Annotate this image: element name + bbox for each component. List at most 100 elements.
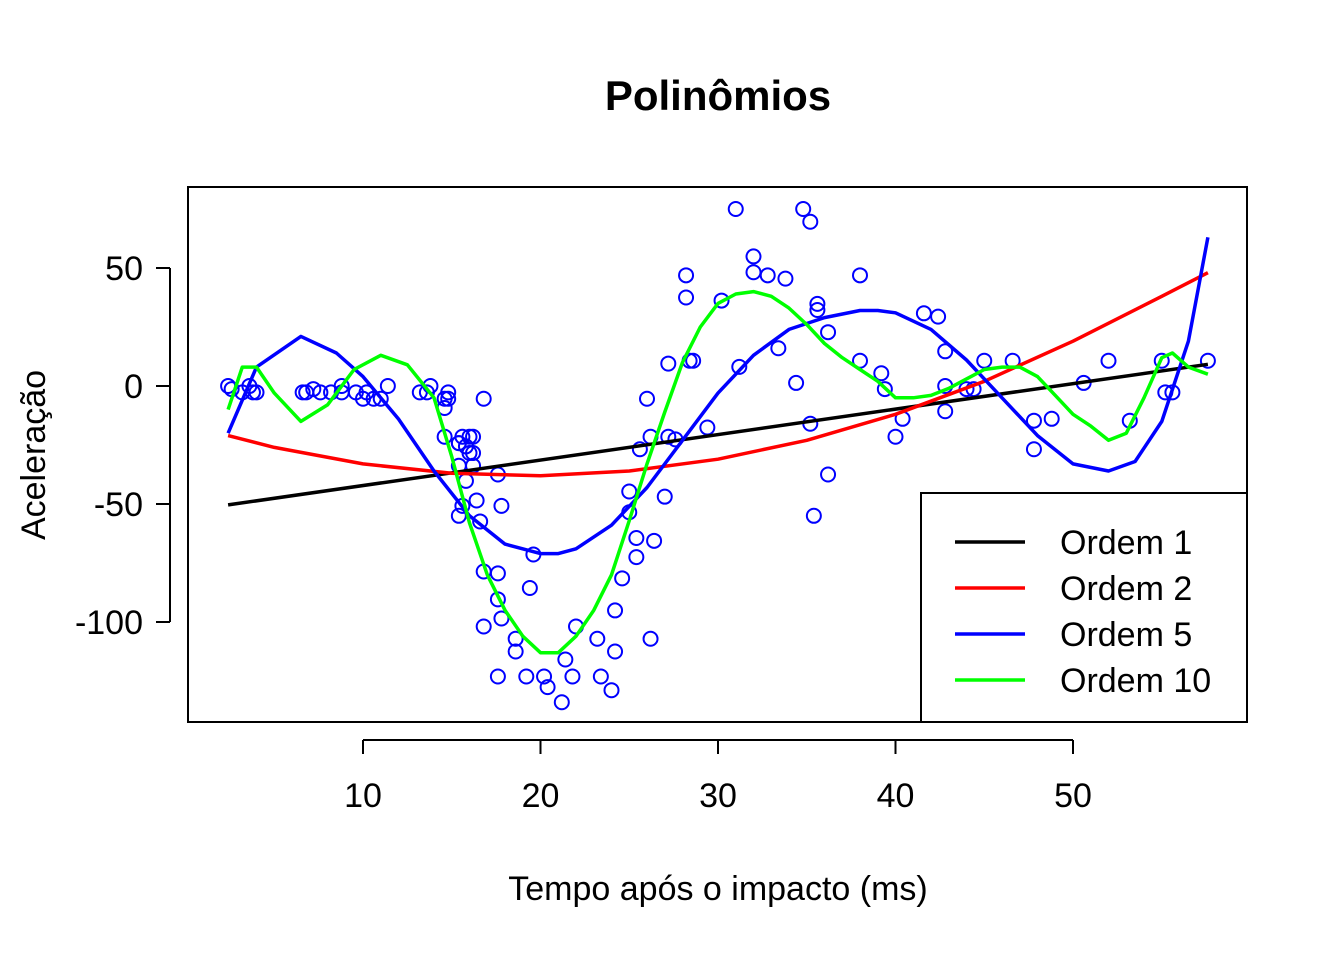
- data-point: [876, 381, 893, 398]
- data-point: [507, 630, 524, 647]
- series-line-3: [226, 236, 1210, 556]
- data-point: [607, 643, 624, 660]
- data-point: [745, 264, 762, 281]
- data-point: [465, 445, 482, 462]
- data-point: [852, 267, 868, 284]
- x-tick-label: 30: [699, 777, 737, 815]
- legend-box: [920, 492, 1248, 723]
- x-tick-label: 40: [877, 777, 915, 815]
- y-axis-label: Aceleração: [15, 370, 53, 540]
- data-point: [930, 308, 947, 325]
- data-point: [557, 651, 574, 668]
- y-tick-label: 50: [105, 250, 143, 288]
- data-point: [312, 384, 329, 401]
- data-point: [493, 497, 510, 514]
- data-point: [802, 213, 819, 230]
- data-point: [1153, 352, 1170, 369]
- y-tick-label: -50: [94, 486, 143, 524]
- legend-label: Ordem 1: [1060, 524, 1192, 562]
- data-point: [614, 570, 631, 587]
- legend-label: Ordem 10: [1060, 662, 1211, 700]
- data-point: [937, 343, 954, 360]
- data-point: [699, 419, 716, 436]
- data-point: [887, 428, 904, 445]
- data-point: [553, 694, 570, 711]
- data-point: [937, 403, 954, 420]
- x-tick-label: 50: [1054, 777, 1092, 815]
- data-point: [489, 668, 506, 685]
- data-point: [475, 390, 492, 407]
- data-point: [379, 378, 396, 394]
- data-point: [976, 352, 993, 369]
- data-point: [788, 374, 805, 391]
- data-point: [656, 488, 673, 505]
- data-point: [873, 365, 890, 382]
- data-point: [820, 466, 837, 483]
- data-point: [685, 352, 702, 369]
- data-point: [745, 248, 762, 265]
- data-point: [465, 428, 482, 445]
- series-line-4: [226, 289, 1209, 655]
- data-point: [915, 305, 932, 322]
- data-point: [820, 324, 837, 341]
- data-point: [639, 390, 655, 407]
- data-point: [333, 378, 350, 394]
- data-point: [713, 292, 730, 309]
- data-point: [372, 390, 389, 407]
- data-point: [678, 267, 695, 284]
- data-point: [1025, 441, 1042, 458]
- data-point: [564, 668, 581, 685]
- data-point: [628, 549, 645, 566]
- data-point: [1043, 410, 1060, 427]
- series-line-1: [227, 362, 1209, 507]
- data-point: [628, 529, 645, 546]
- data-point: [536, 668, 553, 685]
- data-point: [809, 302, 826, 319]
- data-point: [440, 384, 457, 401]
- data-point: [621, 483, 638, 500]
- legend-label: Ordem 5: [1060, 616, 1192, 654]
- data-point: [1199, 352, 1216, 369]
- data-point: [777, 270, 794, 287]
- data-point: [660, 355, 677, 372]
- data-point: [589, 630, 606, 647]
- y-tick-label: -100: [75, 604, 143, 642]
- plot-area-frame: [187, 186, 1248, 723]
- data-point: [592, 668, 609, 685]
- data-point: [518, 668, 535, 685]
- data-point: [770, 340, 787, 357]
- x-tick-label: 20: [522, 777, 560, 815]
- x-axis-label: Tempo após o impacto (ms): [508, 870, 928, 908]
- data-point: [809, 295, 826, 312]
- series-lines: [226, 236, 1210, 655]
- data-point: [305, 381, 322, 398]
- data-point: [646, 532, 663, 549]
- data-point: [631, 441, 648, 458]
- data-point: [475, 618, 492, 635]
- data-point: [440, 390, 457, 407]
- data-point: [468, 492, 485, 509]
- data-point: [795, 201, 812, 217]
- y-axis: -100 -50 0 50: [75, 250, 171, 642]
- data-point: [727, 201, 744, 217]
- data-point: [660, 428, 677, 445]
- legend: Ordem 1 Ordem 2 Ordem 5 Ordem 10: [920, 492, 1248, 723]
- chart-title: Polinômios: [605, 72, 831, 119]
- data-point: [493, 610, 510, 627]
- data-point: [759, 267, 776, 284]
- data-point: [454, 428, 471, 445]
- data-point: [248, 384, 265, 401]
- data-point: [489, 565, 506, 582]
- data-point: [805, 507, 822, 524]
- data-point: [507, 643, 524, 660]
- data-point: [539, 679, 556, 696]
- x-axis: 10 20 30 40 50: [344, 739, 1092, 815]
- data-point: [521, 580, 538, 597]
- data-point: [1100, 352, 1117, 369]
- series-line-2: [227, 271, 1209, 478]
- data-point: [731, 358, 748, 375]
- data-point: [678, 289, 695, 306]
- x-tick-label: 10: [344, 777, 382, 815]
- data-point: [472, 513, 489, 530]
